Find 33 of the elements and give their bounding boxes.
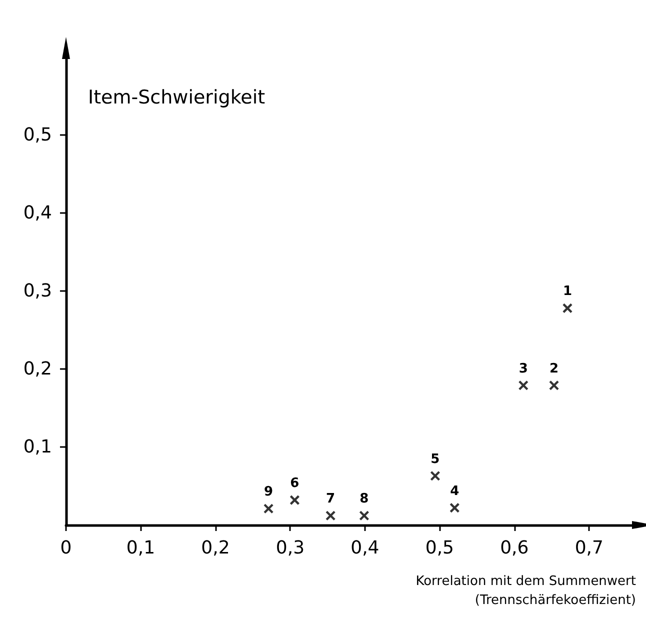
annotation: 4 <box>450 484 460 499</box>
x-tick-label: 0 <box>60 538 72 558</box>
x-tick-label: 0,6 <box>500 538 529 558</box>
annotation: 5 <box>430 452 440 467</box>
x-tick-label: 0,7 <box>574 538 604 558</box>
point <box>548 380 560 390</box>
y-tick-label: 0,5 <box>23 124 52 146</box>
annotation: 6 <box>290 476 300 492</box>
annotation: 7 <box>326 492 336 507</box>
y-axis-title: Item-Schwierigkeit <box>88 86 266 108</box>
y-tick-label: 0,1 <box>23 436 52 458</box>
x-tick-label: 0,2 <box>201 538 230 558</box>
x-tick-label: 0,4 <box>350 538 380 558</box>
point <box>290 494 300 506</box>
x-tick-label: 0,5 <box>425 538 454 558</box>
point <box>518 380 528 390</box>
x-tick-label: 0,1 <box>126 538 156 558</box>
point <box>562 303 573 314</box>
x-axis-title: Korrelation mit dem Summenwert (Trennschärfekoeffizient) <box>416 573 636 610</box>
y-tick-label: 0,3 <box>23 280 52 302</box>
y-tick-label: 0,4 <box>23 202 52 224</box>
annotation: 8 <box>360 492 369 507</box>
point <box>325 510 336 521</box>
annotation: 3 <box>518 361 528 376</box>
point <box>263 504 274 514</box>
point <box>450 502 460 513</box>
annotation: 9 <box>264 484 274 500</box>
point <box>430 470 440 481</box>
annotation: 2 <box>550 361 559 376</box>
y-tick-label: 0,2 <box>23 358 52 380</box>
point <box>359 510 370 521</box>
x-tick-label: 0,3 <box>276 538 305 558</box>
annotation: 1 <box>562 284 572 300</box>
